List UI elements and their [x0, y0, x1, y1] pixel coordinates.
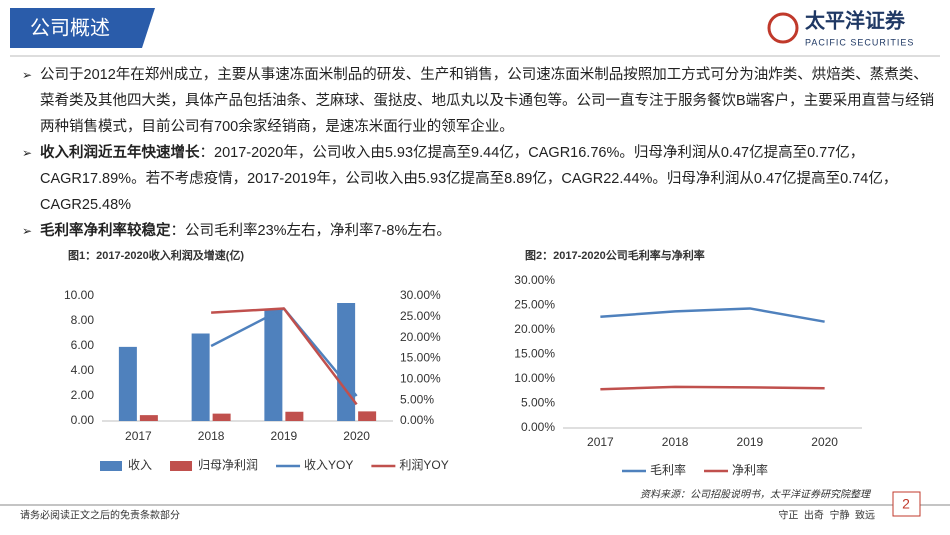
bullet-text: ：2017-2020年，公司收入由5.93亿提高至9.44亿，CAGR16.76…: [40, 145, 898, 213]
page-box: [892, 491, 921, 517]
bullet-bold: 收入利润近五年快速增长: [40, 145, 200, 161]
y-tick-label: 4.00: [71, 363, 95, 377]
bullet: 收入利润近五年快速增长：2017-2020年，公司收入由5.93亿提高至9.44…: [22, 140, 940, 218]
line-series: [600, 385, 825, 391]
bar: [285, 411, 304, 421]
bullet-text: 公司于2012年在郑州成立，主要从事速冻面米制品的研发、生产和销售，公司速冻面米…: [40, 67, 935, 135]
logo-sub: PACIFIC SECURITIES: [805, 37, 914, 47]
y-tick-label: 10.00: [64, 288, 94, 302]
chart-title: 图1：2017-2020收入利润及增速(亿): [68, 248, 244, 262]
bullet: 公司于2012年在郑州成立，主要从事速冻面米制品的研发、生产和销售，公司速冻面米…: [22, 62, 940, 140]
x-tick-label: 2020: [811, 435, 838, 449]
y-tick-label: 0.00: [71, 413, 95, 427]
x-tick-label: 2019: [737, 435, 764, 449]
y-tick-label: 20.00%: [514, 322, 555, 336]
legend-swatch: [170, 461, 193, 471]
y-tick-label: 5.00%: [521, 396, 555, 410]
x-tick-label: 2017: [587, 435, 614, 449]
y2-tick-label: 25.00%: [400, 309, 441, 323]
bar: [358, 411, 377, 421]
page-number: 2: [902, 496, 910, 512]
chart-title: 图2：2017-2020公司毛利率与净利率: [525, 248, 705, 262]
legend-label: 收入YOY: [304, 458, 353, 472]
y-tick-label: 30.00%: [514, 273, 555, 287]
y2-tick-label: 15.00%: [400, 351, 441, 365]
y2-tick-label: 30.00%: [400, 288, 441, 302]
bar: [139, 415, 158, 421]
legend-label: 利润YOY: [399, 458, 448, 472]
bar: [118, 346, 137, 421]
x-tick-label: 2019: [271, 429, 298, 443]
y-tick-label: 25.00%: [514, 298, 555, 312]
y2-tick-label: 5.00%: [400, 392, 434, 406]
bullet-bold: 毛利率净利率较稳定: [40, 223, 171, 239]
logo-name: 太平洋证券: [805, 8, 906, 32]
bar: [191, 333, 210, 421]
x-tick-label: 2018: [198, 429, 225, 443]
line-series: [600, 307, 825, 323]
x-tick-label: 2018: [662, 435, 689, 449]
legend-label: 净利率: [732, 462, 768, 477]
y-tick-label: 6.00: [71, 338, 95, 352]
bullet: 毛利率净利率较稳定：公司毛利率23%左右，净利率7-8%左右。: [22, 218, 940, 244]
x-tick-label: 2017: [125, 429, 152, 443]
slide-title: 公司概述: [30, 16, 110, 39]
bar: [264, 309, 283, 421]
footer-left: 请务必阅读正文之后的免责条款部分: [20, 509, 180, 522]
footer-right: 守正 出奇 宁静 致远: [778, 509, 875, 522]
bar: [212, 413, 231, 421]
y-tick-label: 8.00: [71, 313, 95, 327]
y-tick-label: 15.00%: [514, 347, 555, 361]
bar: [337, 303, 356, 421]
line-series: [211, 307, 358, 406]
legend-label: 毛利率: [650, 462, 686, 477]
logo-icon: [767, 12, 799, 44]
y-tick-label: 0.00%: [521, 420, 555, 434]
legend-swatch: [100, 461, 122, 471]
bullet-text: ：公司毛利率23%左右，净利率7-8%左右。: [170, 223, 451, 239]
title-band: [10, 8, 155, 48]
y-tick-label: 2.00: [71, 388, 95, 402]
legend-label: 收入: [128, 458, 152, 472]
x-tick-label: 2020: [343, 429, 370, 443]
y2-tick-label: 0.00%: [400, 413, 434, 427]
y2-tick-label: 10.00%: [400, 372, 441, 386]
line-series: [210, 307, 358, 397]
legend-label: 归母净利润: [198, 458, 258, 472]
y2-tick-label: 20.00%: [400, 330, 441, 344]
y-tick-label: 10.00%: [514, 371, 555, 385]
bullets: 公司于2012年在郑州成立，主要从事速冻面米制品的研发、生产和销售，公司速冻面米…: [22, 62, 940, 244]
source: 资料来源：公司招股说明书，太平洋证券研究院整理: [640, 489, 872, 501]
